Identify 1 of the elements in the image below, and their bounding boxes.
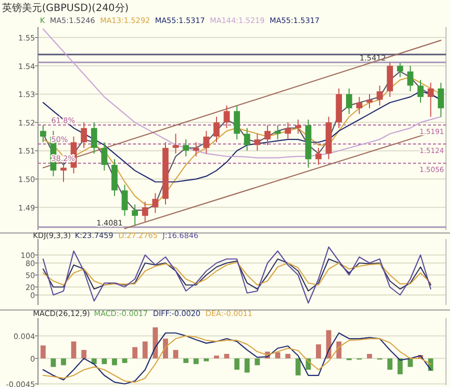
chart-title: 英镑美元(GBPUSD)(240分) [2,2,129,14]
